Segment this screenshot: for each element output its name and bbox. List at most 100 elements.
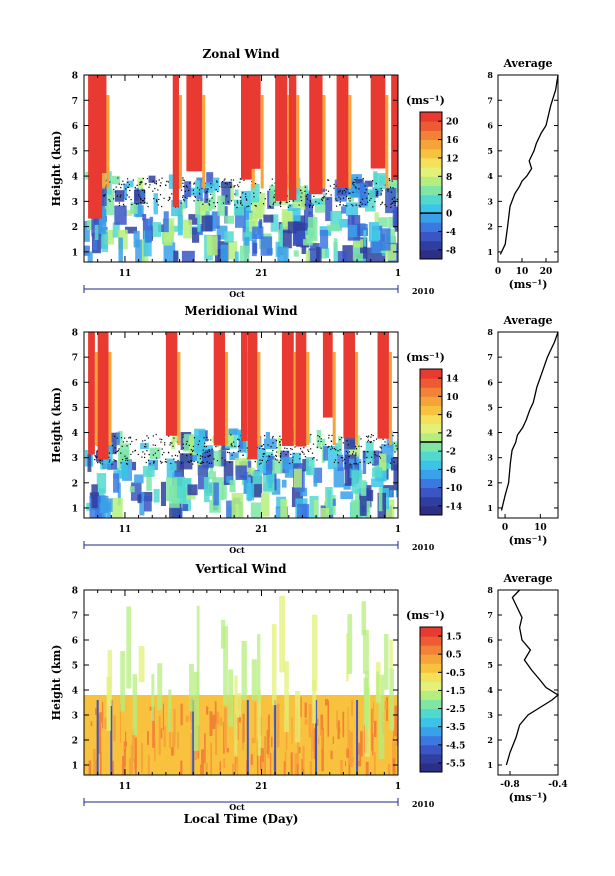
zero-contour-dot <box>147 437 150 439</box>
zero-contour-dot <box>327 179 330 181</box>
zero-contour-dot <box>318 202 320 204</box>
lower-cell <box>277 246 289 262</box>
lower-cell <box>391 457 398 471</box>
zero-contour-dot <box>159 194 162 196</box>
average-title: Average <box>502 314 552 327</box>
downdraft-streak <box>356 700 359 775</box>
zero-contour-dot <box>280 205 282 208</box>
zero-contour-dot <box>114 451 117 454</box>
lower-streak <box>113 715 116 742</box>
zero-contour-dot <box>393 197 395 199</box>
zero-contour-dot <box>94 455 96 457</box>
upper-streak <box>279 595 286 673</box>
average-x-label: (ms⁻¹) <box>509 534 548 547</box>
colorbar-swatch <box>420 699 442 710</box>
zero-contour-dot <box>301 450 303 452</box>
warm-streak <box>377 332 389 439</box>
zero-contour-dot <box>178 450 180 452</box>
upper-streak <box>251 659 257 701</box>
zero-contour-dot <box>153 461 155 463</box>
colorbar-swatch <box>420 478 442 489</box>
colorbar-swatch <box>420 157 442 168</box>
zero-contour-dot <box>216 201 219 204</box>
zero-contour-dot <box>280 201 282 204</box>
zero-contour-dot <box>390 191 393 193</box>
warm-streak <box>213 332 226 446</box>
month-label: Oct <box>229 289 245 299</box>
zero-contour-dot <box>152 180 154 182</box>
upper-streak <box>312 679 317 724</box>
lower-cell <box>187 484 198 496</box>
warm-edge <box>293 352 297 445</box>
zero-contour-dot <box>129 437 132 439</box>
zero-contour-dot <box>279 441 281 444</box>
lower-cell <box>134 474 144 484</box>
lower-streak <box>351 756 354 763</box>
zero-contour-dot <box>390 206 392 208</box>
zero-contour-dot <box>254 461 256 463</box>
downdraft-streak <box>96 700 99 775</box>
zero-contour-dot <box>178 452 180 454</box>
colorbar-tick-label: -14 <box>446 502 462 512</box>
zero-contour-dot <box>268 455 270 457</box>
zero-contour-dot <box>213 458 215 460</box>
zero-contour-dot <box>327 198 329 200</box>
lower-streak <box>242 713 245 743</box>
zero-contour-dot <box>229 186 232 188</box>
zero-contour-dot <box>125 459 127 461</box>
heatmap-axes-2: 1 2 3 4 5 6 7 8 11 21 1 Oct 2010 Height (km) <box>50 329 435 556</box>
colorbar-tick-label: -4.5 <box>446 741 465 751</box>
lower-cell <box>313 467 323 483</box>
zero-contour-dot <box>153 460 155 463</box>
lower-cell <box>361 480 367 506</box>
zero-contour-dot <box>393 461 395 463</box>
zero-contour-dot <box>208 449 210 451</box>
lower-cell <box>111 497 123 518</box>
zero-contour-dot <box>318 436 321 438</box>
zero-contour-dot <box>336 200 338 202</box>
zero-contour-dot <box>379 446 381 448</box>
zero-contour-dot <box>262 443 265 446</box>
zero-contour-dot <box>276 451 278 453</box>
lower-cell <box>368 222 379 242</box>
average-y-tick-label: 6 <box>487 121 493 131</box>
zero-contour-dot <box>147 459 150 461</box>
heatmap-field <box>84 595 398 775</box>
lower-cell <box>248 212 258 232</box>
y-tick-label: 2 <box>72 223 78 233</box>
lower-cell <box>305 457 315 476</box>
lower-cell <box>327 224 340 232</box>
zero-contour-dot <box>310 433 312 436</box>
lower-streak <box>214 701 217 726</box>
zero-contour-dot <box>139 181 141 184</box>
zero-contour-dot <box>140 197 142 200</box>
zero-contour-dot <box>188 189 190 192</box>
lower-streak <box>320 714 324 736</box>
lower-cell <box>211 183 216 210</box>
lower-cell <box>263 438 277 450</box>
zero-contour-dot <box>118 183 120 185</box>
lower-cell <box>183 434 194 452</box>
lower-cell <box>171 199 183 217</box>
lower-cell <box>364 500 371 518</box>
lower-streak <box>266 729 270 755</box>
lower-cell <box>229 452 239 461</box>
colorbar-swatch <box>420 654 442 664</box>
lower-cell <box>293 468 302 488</box>
zero-contour-dot <box>123 183 125 185</box>
upper-streak <box>228 669 234 727</box>
zero-contour-dot <box>394 204 396 207</box>
zero-contour-dot <box>141 181 143 183</box>
zero-contour-dot <box>375 194 378 197</box>
zero-contour-dot <box>165 458 167 460</box>
lower-cell <box>158 224 166 232</box>
average-y-tick-label: 6 <box>487 635 493 645</box>
lower-streak <box>291 717 293 745</box>
zero-contour-dot <box>360 438 362 440</box>
zero-contour-dot <box>185 443 188 445</box>
colorbar-tick-label: -6 <box>446 466 456 476</box>
lower-cell <box>129 486 135 493</box>
lower-cell <box>179 453 193 470</box>
lower-cell <box>334 442 342 455</box>
zero-contour-dot <box>269 206 272 208</box>
